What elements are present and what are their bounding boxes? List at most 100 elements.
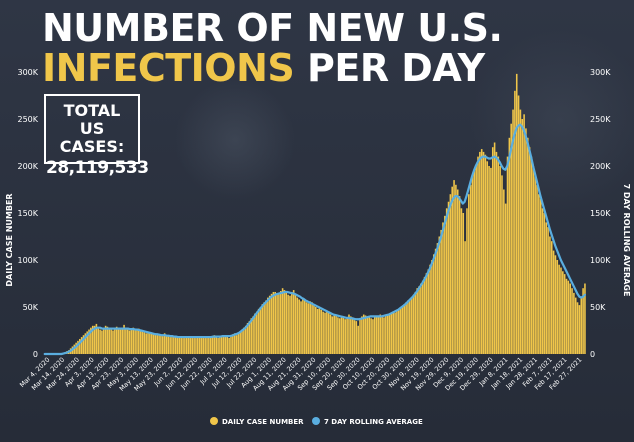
bar: [91, 325, 94, 354]
bar: [501, 175, 503, 354]
bar: [180, 337, 182, 354]
bar: [340, 316, 343, 354]
bar: [254, 313, 256, 354]
bar: [490, 167, 492, 354]
y-tick-label-right: 200K: [590, 162, 611, 171]
bar: [344, 319, 347, 354]
bar: [156, 335, 159, 354]
bar: [477, 156, 479, 354]
bar: [432, 254, 435, 354]
bar: [547, 227, 549, 354]
bar: [497, 156, 500, 354]
bar: [517, 95, 520, 354]
bar: [565, 278, 568, 354]
bar: [554, 255, 557, 354]
bar: [283, 290, 286, 354]
bar: [220, 337, 223, 354]
bar: [512, 109, 514, 354]
bar: [473, 170, 476, 354]
bar: [303, 299, 306, 354]
bar: [480, 149, 483, 354]
bar: [359, 318, 361, 354]
bar: [573, 292, 575, 354]
bar: [455, 184, 457, 354]
bar: [506, 156, 509, 354]
bar: [191, 337, 194, 354]
y-tick-label-right: 300K: [590, 68, 611, 77]
bar: [82, 335, 85, 354]
bar: [333, 314, 336, 354]
bar: [549, 236, 551, 354]
bar: [375, 316, 378, 354]
bar: [412, 294, 415, 354]
bar: [252, 316, 254, 354]
bar: [499, 166, 501, 354]
bar: [409, 299, 411, 354]
bar: [563, 274, 566, 354]
bar: [394, 312, 396, 354]
bar: [414, 291, 417, 354]
y-axis-left-title: DAILY CASE NUMBER: [5, 193, 14, 286]
bar: [112, 330, 114, 354]
bar: [213, 335, 216, 354]
y-tick-label-right: 250K: [590, 115, 611, 124]
bar: [178, 336, 181, 354]
bar: [248, 321, 251, 354]
bar: [434, 248, 437, 354]
bar: [468, 194, 470, 354]
bar: [460, 208, 463, 354]
bar: [338, 318, 341, 354]
bar: [364, 315, 367, 354]
chart-title-accent: INFECTIONS: [42, 46, 295, 90]
bar: [515, 73, 518, 354]
bar: [469, 184, 472, 354]
y-tick-label-right: 0: [590, 350, 595, 359]
bar: [576, 302, 579, 354]
bar: [294, 293, 297, 354]
bar: [202, 337, 205, 354]
bar: [350, 316, 352, 354]
bar: [300, 301, 302, 354]
bar: [552, 250, 555, 354]
bar: [326, 310, 328, 354]
bar: [403, 304, 406, 354]
bar: [329, 314, 332, 354]
bar: [115, 326, 118, 354]
bar: [357, 325, 359, 354]
bar: [495, 151, 498, 354]
bar: [298, 299, 300, 354]
bar: [346, 318, 348, 354]
y-tick-label-left: 50K: [23, 303, 39, 312]
bar: [152, 334, 155, 354]
bar: [528, 147, 531, 354]
bar: [527, 137, 529, 354]
bar: [211, 336, 214, 354]
rolling-average-line: [43, 123, 586, 356]
bar: [503, 189, 505, 354]
bar: [169, 337, 171, 354]
bar: [117, 327, 120, 354]
bar: [208, 336, 210, 354]
bar: [132, 327, 135, 354]
bar: [108, 327, 111, 354]
bar: [362, 314, 365, 354]
bar: [285, 292, 288, 354]
bar: [416, 288, 418, 354]
y-tick-label-left: 150K: [17, 209, 38, 218]
bar: [149, 332, 151, 354]
bar: [327, 312, 330, 354]
bar: [390, 312, 393, 354]
bar: [423, 276, 426, 354]
bar: [278, 292, 280, 354]
chart-title-rest: PER DAY: [294, 46, 485, 90]
bar: [198, 338, 201, 354]
bar: [514, 90, 516, 355]
bar: [392, 311, 394, 354]
bar: [256, 311, 258, 354]
bar: [276, 293, 278, 354]
bar: [418, 286, 420, 354]
bar: [263, 302, 265, 354]
bar: [560, 267, 562, 354]
bar: [508, 137, 511, 354]
